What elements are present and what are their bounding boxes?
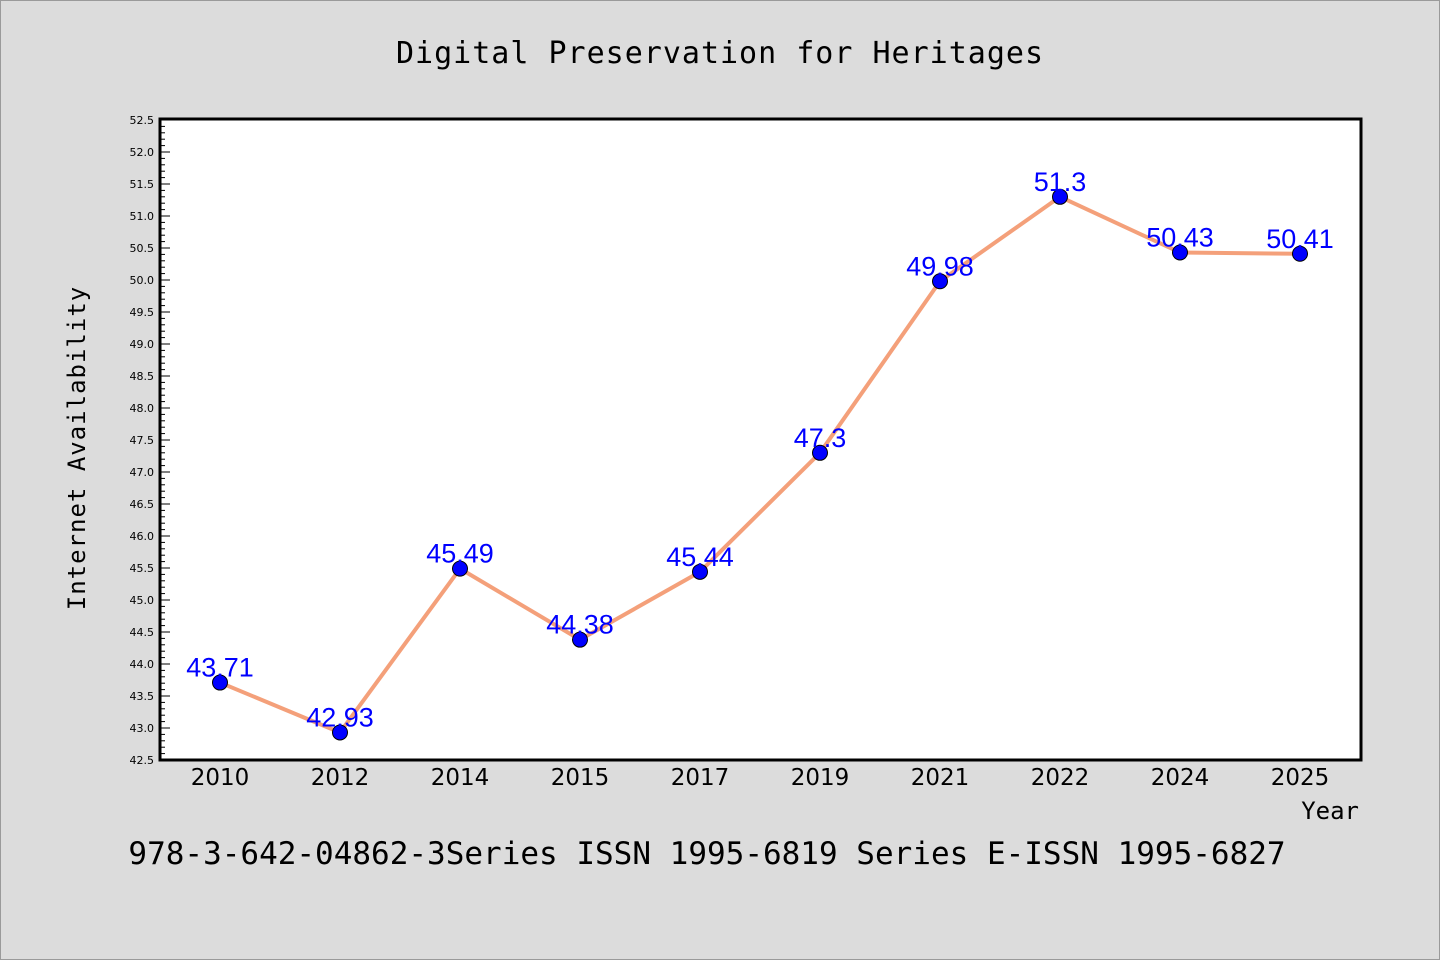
- x-tick-label: 2014: [431, 765, 490, 791]
- y-tick-label: 50.5: [130, 242, 155, 255]
- y-tick-label: 48.0: [130, 402, 155, 415]
- x-tick-label: 2015: [551, 765, 610, 791]
- data-point: [1172, 244, 1188, 261]
- y-tick-label: 45.0: [130, 594, 155, 607]
- x-tick-label: 2021: [911, 765, 970, 791]
- y-tick-label: 51.5: [130, 178, 155, 191]
- series: 43.71 42.93 45.49 44.38 45.44 47.3 49.98 51.3 50…: [186, 167, 1334, 741]
- y-tick-label: 43.0: [130, 722, 155, 735]
- plot-area: [158, 117, 1363, 762]
- y-tick-label: 46.5: [130, 498, 155, 511]
- y-tick-label: 46.0: [130, 530, 155, 543]
- data-label: 51.3: [1034, 167, 1087, 197]
- x-tick-label: 2025: [1271, 765, 1330, 791]
- data-point: [212, 674, 228, 691]
- y-tick-label: 52.0: [130, 146, 155, 159]
- x-tick-label: 2022: [1031, 765, 1090, 791]
- chart-title: Digital Preservation for Heritages: [396, 36, 1044, 71]
- x-tick-label: 2019: [791, 765, 850, 791]
- y-tick-label: 45.5: [130, 562, 155, 575]
- data-label: 50.41: [1266, 224, 1334, 254]
- data-point: [1052, 188, 1068, 205]
- y-tick-label: 52.5: [130, 114, 155, 127]
- y-tick-label: 42.5: [130, 754, 155, 767]
- data-label: 42.93: [306, 702, 374, 732]
- y-tick-label: 44.0: [130, 658, 155, 671]
- x-tick-label: 2010: [191, 765, 250, 791]
- x-tick-label: 2017: [671, 765, 730, 791]
- data-label: 44.38: [546, 610, 614, 640]
- y-tick-label: 44.5: [130, 626, 155, 639]
- data-point: [692, 563, 708, 580]
- series-line: [219, 194, 1301, 735]
- data-point: [812, 444, 828, 461]
- y-tick-label: 47.0: [130, 466, 155, 479]
- y-tick-label: 47.5: [130, 434, 155, 447]
- y-tick-label: 50.0: [130, 274, 155, 287]
- data-point: [932, 273, 948, 290]
- y-tick-label: 49.0: [130, 338, 155, 351]
- y-axis-label: Internet Availability: [63, 286, 91, 610]
- y-tick-label: 51.0: [130, 210, 155, 223]
- data-label: 47.3: [794, 423, 847, 453]
- x-tick-label: 2012: [311, 765, 370, 791]
- y-tick-label: 49.5: [130, 306, 155, 319]
- data-label: 43.71: [186, 653, 254, 683]
- y-tick-label: 43.5: [130, 690, 155, 703]
- data-point: [1292, 245, 1308, 262]
- x-tick-label: 2024: [1151, 765, 1210, 791]
- x-axis: 2010 2012 2014 2015 2017 2019 2021 2022 2024 2025: [191, 765, 1330, 791]
- data-point: [572, 631, 588, 648]
- data-point: [452, 560, 468, 577]
- x-axis-label: Year: [1301, 797, 1359, 825]
- caption: 978-3-642-04862-3Series ISSN 1995-6819 S…: [128, 836, 1285, 872]
- y-axis: 42.5 43.0 43.5 44.0 44.5 45.0 45.5 46.0 46.5 47.0…: [130, 114, 170, 767]
- data-point: [332, 724, 348, 741]
- data-label: 45.44: [666, 542, 734, 572]
- y-tick-label: 48.5: [130, 370, 155, 383]
- data-label: 49.98: [906, 251, 974, 281]
- data-label: 45.49: [426, 539, 494, 569]
- data-label: 50.43: [1146, 222, 1214, 252]
